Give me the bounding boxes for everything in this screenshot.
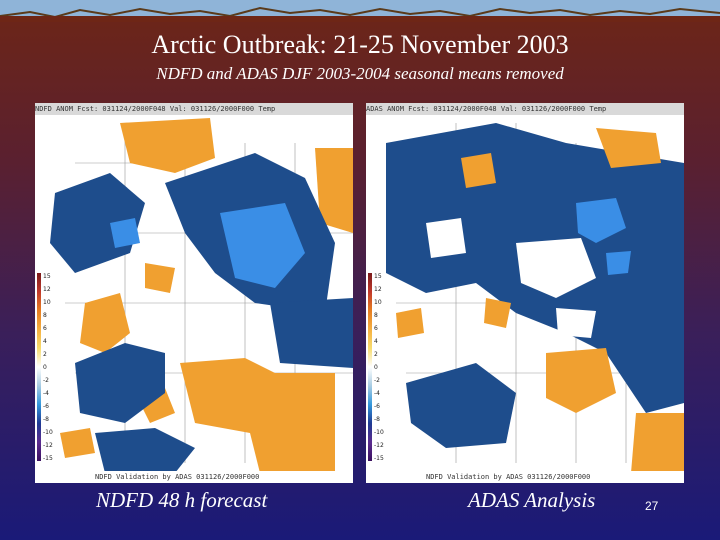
ndfd-anomaly-map-graphic: [50, 118, 353, 473]
ndfd-forecast-map: NDFD ANOM Fcst: 031124/2000F048 Val: 031…: [35, 103, 353, 483]
map-header-text: NDFD ANOM Fcst: 031124/2000F048 Val: 031…: [35, 103, 353, 115]
adas-anomaly-map-graphic: [386, 123, 684, 473]
map-footer-text: NDFD Validation by ADAS 031126/2000F000: [366, 471, 684, 483]
slide-subtitle: NDFD and ADAS DJF 2003-2004 seasonal mea…: [156, 64, 564, 83]
ndfd-caption: NDFD 48 h forecast: [96, 488, 268, 512]
mountain-border-decoration: [0, 0, 720, 22]
adas-analysis-map: ADAS ANOM Fcst: 031124/2000F048 Val: 031…: [366, 103, 684, 483]
map-header-text: ADAS ANOM Fcst: 031124/2000F048 Val: 031…: [366, 103, 684, 115]
map-footer-text: NDFD Validation by ADAS 031126/2000F000: [35, 471, 353, 483]
adas-caption: ADAS Analysis: [468, 488, 596, 512]
page-number: 27: [645, 499, 659, 513]
slide-title: Arctic Outbreak: 21-25 November 2003: [151, 30, 569, 59]
